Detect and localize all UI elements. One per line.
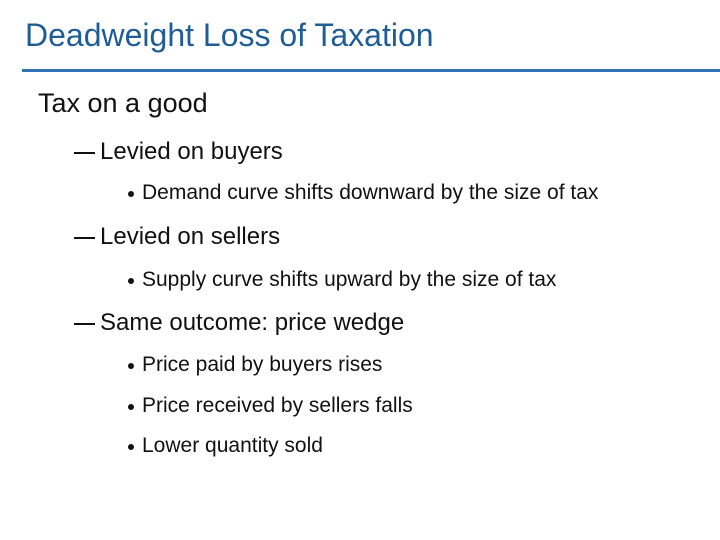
- bullet-level-3: Price received by sellers falls: [142, 394, 413, 417]
- bullet-level-3: Price paid by buyers rises: [142, 353, 383, 376]
- title-rule: [22, 69, 720, 72]
- dot-marker: [128, 191, 134, 197]
- bullet-level-3: Demand curve shifts downward by the size…: [142, 181, 599, 204]
- dot-marker: [128, 444, 134, 450]
- bullet-level-2: Levied on buyers: [100, 138, 283, 165]
- bullet-level-3: Supply curve shifts upward by the size o…: [142, 268, 557, 291]
- bullet-level-2: Levied on sellers: [100, 223, 281, 250]
- dash-marker: [74, 237, 95, 239]
- bullet-level-2: Same outcome: price wedge: [100, 309, 405, 336]
- dash-marker: [74, 323, 95, 325]
- slide-title: Deadweight Loss of Taxation: [25, 17, 434, 53]
- dot-marker: [128, 278, 134, 284]
- bullet-level-1: Tax on a good: [38, 88, 208, 118]
- dash-marker: [74, 152, 95, 154]
- dot-marker: [128, 404, 134, 410]
- dot-marker: [128, 363, 134, 369]
- bullet-level-3: Lower quantity sold: [142, 434, 323, 457]
